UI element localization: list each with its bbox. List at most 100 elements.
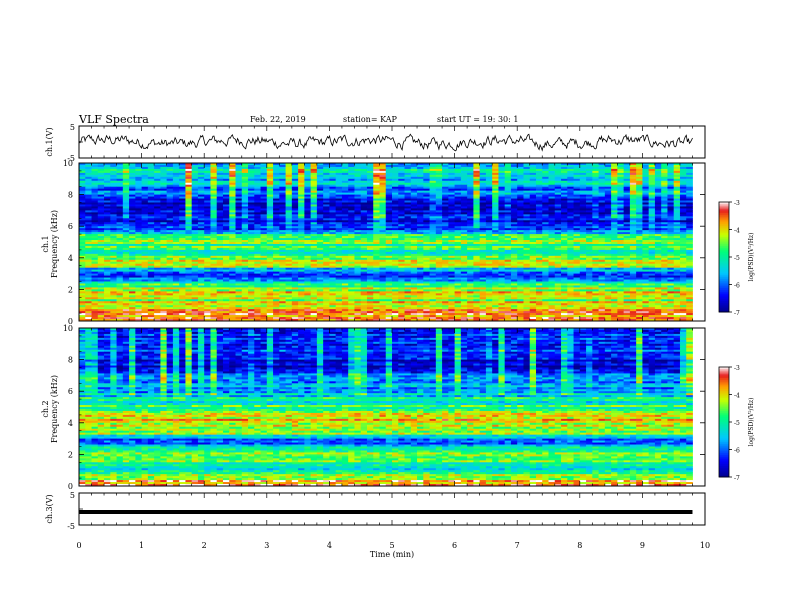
- heatmap-cell: [360, 166, 368, 170]
- heatmap-cell: [279, 172, 286, 176]
- heatmap-cell: [373, 168, 380, 172]
- heatmap-cell: [535, 186, 543, 190]
- heatmap-cell: [229, 172, 236, 176]
- heatmap-cell: [179, 163, 186, 166]
- heatmap-cell: [567, 170, 574, 174]
- heatmap-cell: [373, 176, 380, 180]
- heatmap-cell: [335, 186, 343, 190]
- heatmap-cell: [592, 174, 599, 178]
- heatmap-cell: [197, 190, 205, 194]
- heatmap-cell: [323, 174, 330, 178]
- heatmap-cell: [222, 192, 230, 196]
- heatmap-cell: [172, 182, 180, 186]
- heatmap-cell: [104, 196, 111, 199]
- heatmap-cell: [260, 164, 268, 168]
- heatmap-cell: [248, 176, 255, 180]
- heatmap-cell: [260, 184, 268, 188]
- heatmap-cell: [598, 188, 606, 192]
- heatmap-cell: [542, 182, 549, 186]
- heatmap-cell: [110, 164, 117, 168]
- heatmap-cell: [291, 174, 299, 178]
- heatmap-cell: [592, 192, 599, 196]
- heatmap-cell: [467, 163, 474, 166]
- heatmap-cell: [392, 168, 399, 172]
- heatmap-cell: [510, 168, 518, 172]
- heatmap-cell: [523, 172, 531, 176]
- heatmap-cell: [304, 174, 312, 178]
- heatmap-cell: [579, 163, 587, 166]
- ch1-waveform-ylabel: ch.1(V): [45, 127, 54, 156]
- heatmap-cell: [504, 192, 512, 196]
- heatmap-cell: [567, 164, 574, 168]
- heatmap-cell: [166, 172, 174, 176]
- heatmap-cell: [554, 186, 562, 190]
- heatmap-cell: [636, 166, 643, 170]
- heatmap-cell: [91, 182, 99, 186]
- heatmap-cell: [561, 166, 568, 170]
- heatmap-cell: [611, 182, 618, 186]
- heatmap-cell: [485, 188, 493, 192]
- heatmap-cell: [385, 178, 393, 182]
- heatmap-cell: [661, 166, 668, 170]
- heatmap-cell: [210, 174, 218, 178]
- heatmap-cell: [661, 194, 668, 197]
- heatmap-cell: [492, 172, 499, 176]
- heatmap-cell: [417, 182, 424, 186]
- heatmap-cell: [404, 180, 412, 184]
- heatmap-cell: [473, 166, 481, 170]
- heatmap-cell: [510, 176, 518, 180]
- heatmap-cell: [210, 170, 218, 174]
- heatmap-cell: [222, 190, 230, 194]
- heatmap-cell: [154, 174, 161, 178]
- heatmap-cell: [197, 164, 205, 168]
- heatmap-cell: [448, 180, 455, 184]
- heatmap-cell: [166, 188, 174, 192]
- heatmap-cell: [241, 168, 249, 172]
- heatmap-cell: [254, 178, 261, 182]
- heatmap-cell: [586, 188, 593, 192]
- heatmap-cell: [185, 186, 193, 190]
- heatmap-cell: [642, 194, 650, 197]
- heatmap-cell: [310, 174, 318, 178]
- heatmap-cell: [548, 172, 556, 176]
- heatmap-cell: [323, 172, 330, 176]
- heatmap-cell: [423, 184, 430, 188]
- heatmap-cell: [686, 194, 693, 197]
- heatmap-cell: [254, 184, 261, 188]
- heatmap-cell: [473, 190, 481, 194]
- heatmap-cell: [523, 180, 531, 184]
- heatmap-cell: [160, 170, 168, 174]
- heatmap-cell: [373, 188, 380, 192]
- heatmap-cell: [454, 164, 462, 168]
- heatmap-cell: [229, 168, 236, 172]
- heatmap-cell: [191, 164, 199, 168]
- heatmap-cell: [216, 184, 224, 188]
- heatmap-cell: [366, 172, 374, 176]
- heatmap-cell: [460, 164, 468, 168]
- heatmap-cell: [548, 182, 556, 186]
- heatmap-cell: [147, 194, 155, 197]
- heatmap-cell: [329, 172, 337, 176]
- heatmap-cell: [679, 168, 687, 172]
- heatmap-cell: [611, 184, 618, 188]
- heatmap-cell: [166, 194, 174, 197]
- heatmap-cell: [141, 182, 149, 186]
- heatmap-cell: [160, 168, 168, 172]
- heatmap-cell: [623, 180, 631, 184]
- heatmap-cell: [129, 164, 136, 168]
- heatmap-cell: [529, 174, 537, 178]
- heatmap-cell: [385, 190, 393, 194]
- heatmap-cell: [485, 186, 493, 190]
- heatmap-cell: [611, 190, 618, 194]
- heatmap-cell: [366, 186, 374, 190]
- heatmap-cell: [197, 163, 205, 166]
- heatmap-cell: [561, 174, 568, 178]
- heatmap-cell: [435, 176, 443, 180]
- heatmap-cell: [492, 176, 499, 180]
- heatmap-cell: [110, 178, 117, 182]
- heatmap-cell: [410, 163, 418, 166]
- heatmap-cell: [360, 172, 368, 176]
- heatmap-cell: [191, 194, 199, 197]
- heatmap-cell: [542, 172, 549, 176]
